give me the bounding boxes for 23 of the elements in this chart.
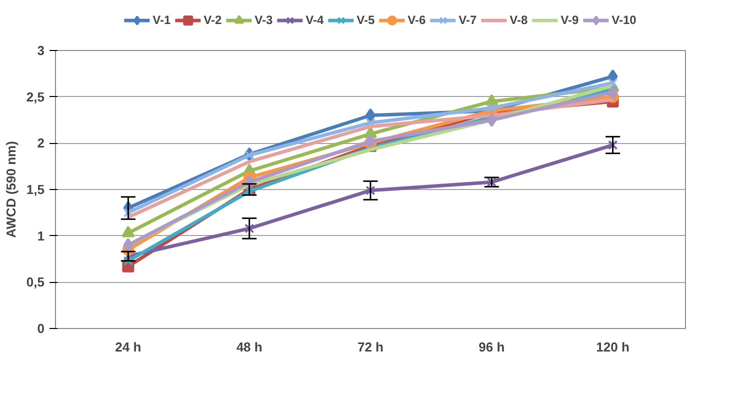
legend-label: V-2: [204, 13, 223, 27]
legend-label: V-10: [612, 13, 636, 27]
legend-label: V-9: [560, 13, 580, 27]
y-tick-label: 0,5: [26, 274, 45, 290]
y-tick-label: 3: [37, 43, 45, 58]
y-tick-label: 0: [37, 321, 45, 336]
x-tick-label: 96 h: [478, 340, 505, 354]
legend-label: V-1: [152, 13, 172, 27]
x-tick-label: 72 h: [357, 340, 384, 354]
legend-label: V-7: [458, 13, 478, 27]
y-tick-label: 1: [37, 228, 45, 244]
legend-label: V-8: [510, 13, 529, 27]
legend-label: V-6: [408, 13, 427, 27]
y-tick-label: 2: [37, 136, 45, 151]
y-axis-title: AWCD (590 nm): [3, 141, 18, 238]
x-tick-label: 24 h: [115, 340, 142, 354]
y-tick-label: 1,5: [26, 182, 45, 197]
y-tick-label: 2,5: [26, 89, 45, 104]
legend-label: V-3: [254, 13, 274, 27]
legend-label: V-5: [356, 13, 376, 27]
legend-label: V-4: [306, 13, 325, 27]
x-tick-label: 48 h: [236, 340, 262, 354]
x-tick-label: 120 h: [596, 340, 630, 354]
